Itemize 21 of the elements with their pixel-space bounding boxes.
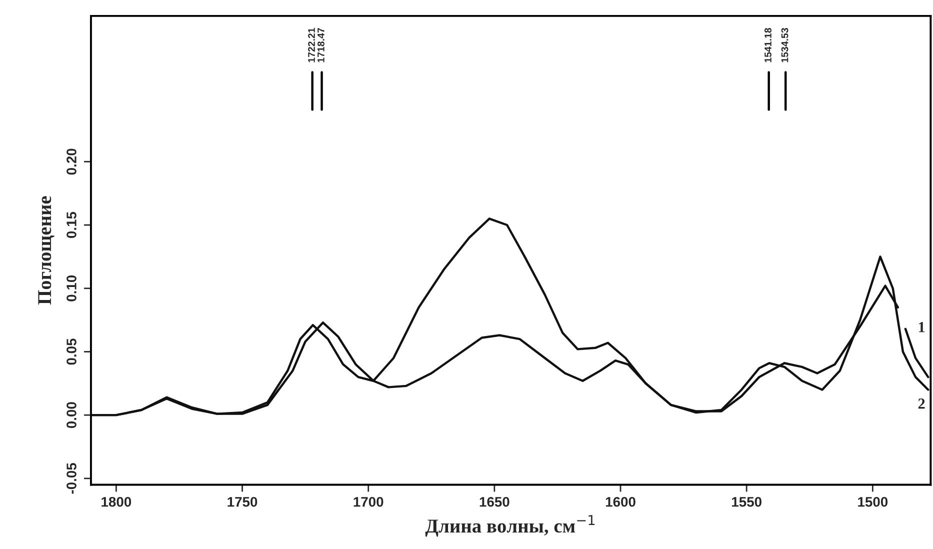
- y-tick-label: 0.00: [66, 402, 76, 428]
- y-tick-label: 0.10: [66, 275, 76, 302]
- series-label: 2: [918, 398, 925, 409]
- ref-line-label: 1722.21: [308, 28, 315, 62]
- series-label: 1: [918, 322, 925, 332]
- x-tick-label: 1650: [480, 496, 510, 507]
- ref-line-label: 1541.18: [764, 28, 772, 62]
- x-tick-label: 1700: [354, 496, 384, 507]
- x-tick-label: 1750: [228, 496, 258, 507]
- x-tick-label: 1500: [858, 496, 888, 507]
- y-tick-label: 0.05: [66, 338, 76, 365]
- x-tick-label: 1600: [606, 496, 636, 507]
- y-tick-label: -0.05: [66, 462, 76, 494]
- y-tick-label: 0.15: [66, 212, 76, 238]
- x-axis-title: Длина волны, см$^{−1}$: [425, 515, 595, 537]
- x-tick-label: 1550: [732, 496, 762, 507]
- y-tick-label: 0.20: [66, 148, 76, 175]
- ref-line-label: 1534.53: [781, 28, 788, 62]
- x-tick-label: 1800: [102, 496, 132, 507]
- y-axis-title: Поглощение: [38, 196, 54, 305]
- ref-line-label: 1718.47: [317, 28, 324, 62]
